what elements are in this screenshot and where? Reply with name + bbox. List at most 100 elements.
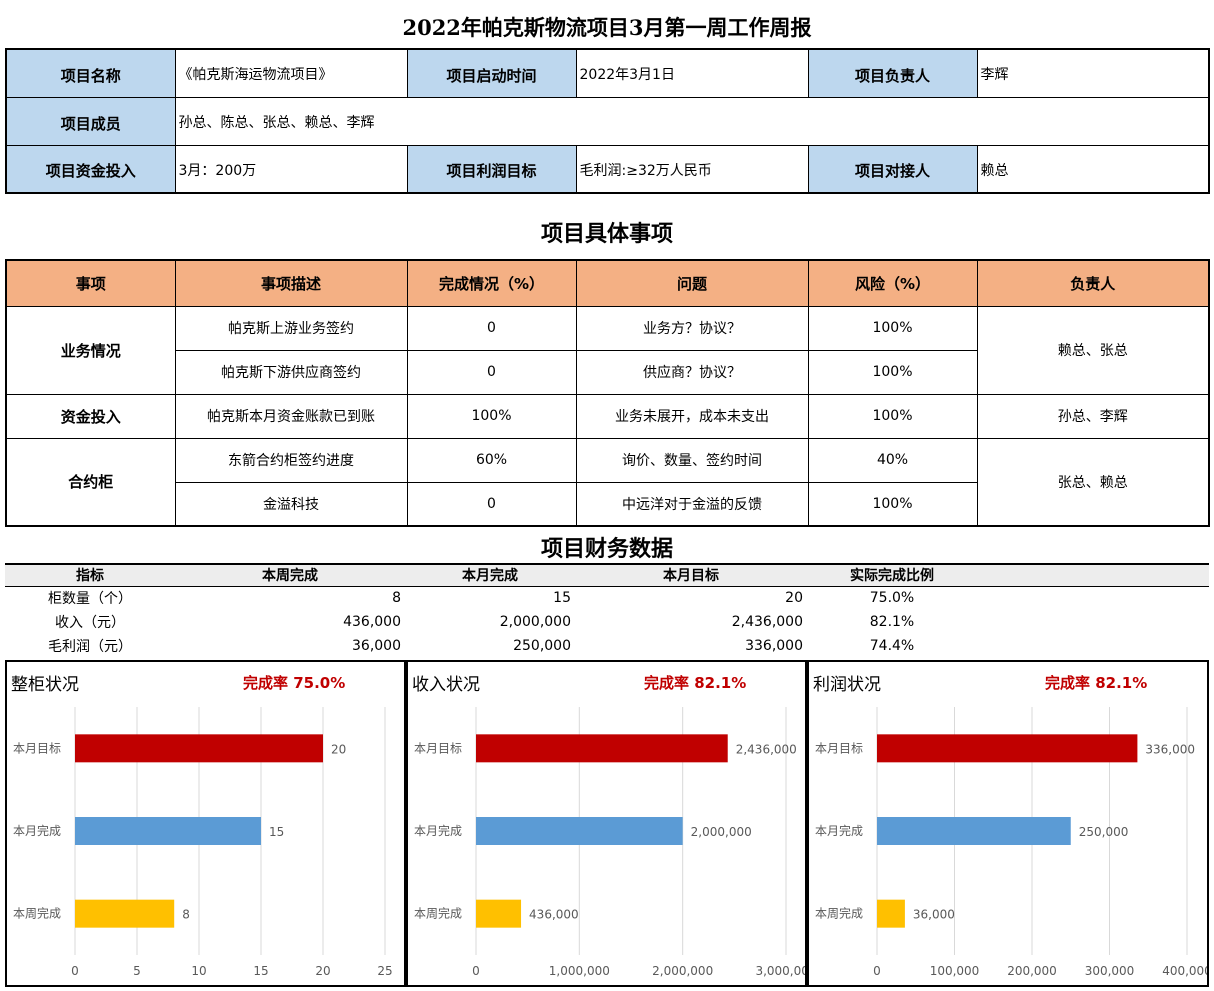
revenue-bar-chart: 0 1,000,000 2,000,000 3,000,000 本月目标 2,436,00… [414, 707, 805, 978]
owner-cell: 孙总、李辉 [976, 393, 1210, 439]
x-tick-label: 0 [873, 964, 881, 978]
chart-panel-containers: 整柜状况 完成率 75.0% 0 5 10 15 20 25 本月目标 20 本月完成 15 本周完… [5, 660, 406, 987]
finance-header-ratio: 实际完成比例 [807, 563, 977, 587]
chart-panel-profit: 利润状况 完成率 82.1% 0 100,000 200,000 300,000 400… [807, 660, 1209, 987]
data-label: 436,000 [529, 908, 579, 922]
data-label: 8 [182, 908, 190, 922]
contact-value: 赖总 [976, 144, 1210, 194]
x-tick-label: 2,000,000 [652, 964, 713, 978]
desc-cell: 帕克斯上游业务签约 [174, 305, 408, 351]
x-tick-label: 200,000 [1007, 964, 1057, 978]
finance-target-cell: 2,436,000 [731, 614, 803, 630]
finance-month-cell: 15 [553, 590, 571, 607]
table-row: 收入（元） 436,000 2,000,000 2,436,000 82.1% [5, 610, 1209, 634]
start-date-value: 2022年3月1日 [575, 48, 809, 98]
chart-rate-label: 完成率 82.1% [644, 674, 747, 692]
data-label: 15 [269, 825, 284, 839]
bar [877, 734, 1138, 763]
items-header-desc: 事项描述 [174, 259, 408, 307]
x-tick-label: 20 [315, 964, 330, 978]
bar [75, 734, 323, 763]
x-tick-label: 0 [71, 964, 79, 978]
data-label: 20 [331, 742, 346, 756]
profit-target-value: 毛利润:≥32万人民币 [575, 144, 809, 194]
finance-week-cell: 436,000 [343, 614, 401, 630]
profit-target-label: 项目利润目标 [406, 144, 577, 194]
finance-ratio-cell: 82.1% [869, 614, 915, 630]
x-tick-label: 100,000 [930, 964, 980, 978]
category-cell: 资金投入 [5, 393, 176, 439]
bar [476, 899, 522, 928]
x-tick-label: 25 [377, 964, 392, 978]
start-date-label: 项目启动时间 [406, 48, 577, 98]
owner-cell: 赖总、张总 [976, 305, 1210, 395]
bar [877, 899, 905, 928]
finance-week-cell: 8 [392, 590, 401, 607]
category-label: 本月目标 [13, 741, 61, 755]
items-header-done: 完成情况（%） [406, 259, 577, 307]
project-owner-value: 李辉 [976, 48, 1210, 98]
category-label: 本周完成 [815, 906, 863, 921]
data-label: 2,000,000 [691, 825, 752, 839]
category-label: 本月完成 [414, 823, 462, 838]
project-owner-label: 项目负责人 [807, 48, 978, 98]
containers-bar-chart: 0 5 10 15 20 25 本月目标 20 本月完成 15 本周完成 8 [13, 707, 393, 978]
desc-cell: 帕克斯本月资金账款已到账 [174, 393, 408, 439]
bar [75, 817, 261, 845]
desc-cell: 帕克斯下游供应商签约 [174, 349, 408, 395]
funds-value: 3月：200万 [174, 144, 408, 194]
category-label: 本周完成 [414, 906, 462, 921]
x-tick-label: 0 [472, 964, 480, 978]
issue-cell: 业务未展开，成本未支出 [575, 393, 809, 439]
finance-month-cell: 2,000,000 [499, 614, 571, 630]
x-tick-label: 300,000 [1085, 964, 1135, 978]
risk-cell: 40% [807, 437, 978, 483]
finance-ratio-cell: 75.0% [869, 590, 915, 607]
x-tick-label: 400,000 [1162, 964, 1207, 978]
finance-metric-cell: 收入（元） [55, 615, 125, 631]
finance-header-metric: 指标 [5, 563, 175, 587]
issue-cell: 供应商？协议？ [575, 349, 809, 395]
items-header-issue: 问题 [575, 259, 809, 307]
done-cell: 100% [406, 393, 577, 439]
members-label: 项目成员 [5, 96, 176, 146]
chart-title: 利润状况 [813, 675, 881, 695]
data-label: 336,000 [1145, 742, 1195, 756]
bar [476, 817, 683, 845]
chart-rate-label: 完成率 75.0% [243, 674, 346, 692]
finance-blank-cell [977, 610, 1209, 634]
members-value: 孙总、陈总、张总、赖总、李辉 [174, 96, 1210, 146]
done-cell: 0 [406, 305, 577, 351]
done-cell: 60% [406, 437, 577, 483]
items-header-risk: 风险（%） [807, 259, 978, 307]
data-label: 2,436,000 [736, 742, 797, 756]
finance-section-title: 项目财务数据 [540, 536, 673, 562]
finance-metric-cell: 柜数量（个） [48, 591, 132, 608]
desc-cell: 金溢科技 [174, 481, 408, 527]
x-tick-label: 1,000,000 [549, 964, 610, 978]
desc-cell: 东箭合约柜签约进度 [174, 437, 408, 483]
profit-bar-chart: 0 100,000 200,000 300,000 400,000 本月目标 336,000… [815, 707, 1207, 978]
category-cell: 合约柜 [5, 437, 176, 527]
table-row: 资金投入 帕克斯本月资金账款已到账 100% 业务未展开，成本未支出 100% … [5, 393, 1210, 439]
issue-cell: 业务方？协议？ [575, 305, 809, 351]
table-row: 金溢科技 0 中远洋对于金溢的反馈 100% [6, 481, 1209, 527]
contact-label: 项目对接人 [807, 144, 978, 194]
finance-metric-cell: 毛利润（元） [48, 639, 132, 655]
owner-cell: 张总、赖总 [976, 437, 1210, 527]
risk-cell: 100% [807, 481, 978, 527]
x-tick-label: 15 [253, 964, 268, 978]
table-row: 毛利润（元） 36,000 250,000 336,000 74.4% [5, 634, 1209, 658]
finance-header-blank [977, 563, 1209, 587]
risk-cell: 100% [807, 393, 978, 439]
finance-header-target: 本月目标 [575, 563, 807, 587]
finance-week-cell: 36,000 [352, 638, 401, 654]
data-label: 250,000 [1079, 825, 1129, 839]
bar [877, 817, 1071, 845]
chart-title: 整柜状况 [11, 675, 79, 695]
finance-month-cell: 250,000 [513, 638, 571, 654]
category-label: 本月完成 [815, 823, 863, 838]
done-cell: 0 [406, 481, 577, 527]
bar [75, 899, 175, 928]
risk-cell: 100% [807, 305, 978, 351]
